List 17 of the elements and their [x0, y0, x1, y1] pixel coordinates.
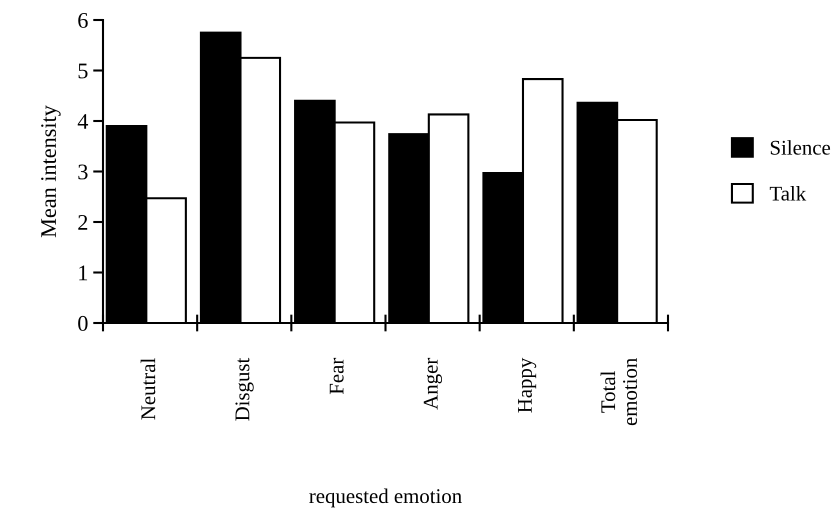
y-tick-label: 5 [78, 64, 88, 78]
x-tick-label: Anger [424, 358, 442, 410]
legend-label: Silence [770, 140, 830, 155]
x-tick-label: Total emotion [600, 358, 638, 426]
x-tick-label: Disgust [235, 358, 254, 421]
y-axis-title: Mean intensity [41, 105, 61, 238]
x-tick-label: Happy [518, 358, 536, 413]
y-tick-label: 0 [78, 316, 88, 331]
y-tick-label: 3 [78, 164, 88, 180]
legend-label: Talk [770, 186, 806, 201]
x-tick-label: Fear [330, 358, 344, 394]
y-tick-label: 2 [78, 214, 88, 230]
y-tick-label: 1 [79, 266, 88, 280]
x-axis-title: requested emotion [309, 488, 462, 508]
y-tick-label: 4 [78, 114, 88, 129]
y-tick-label: 6 [78, 12, 88, 28]
x-tick-label: Neutral [140, 358, 156, 420]
